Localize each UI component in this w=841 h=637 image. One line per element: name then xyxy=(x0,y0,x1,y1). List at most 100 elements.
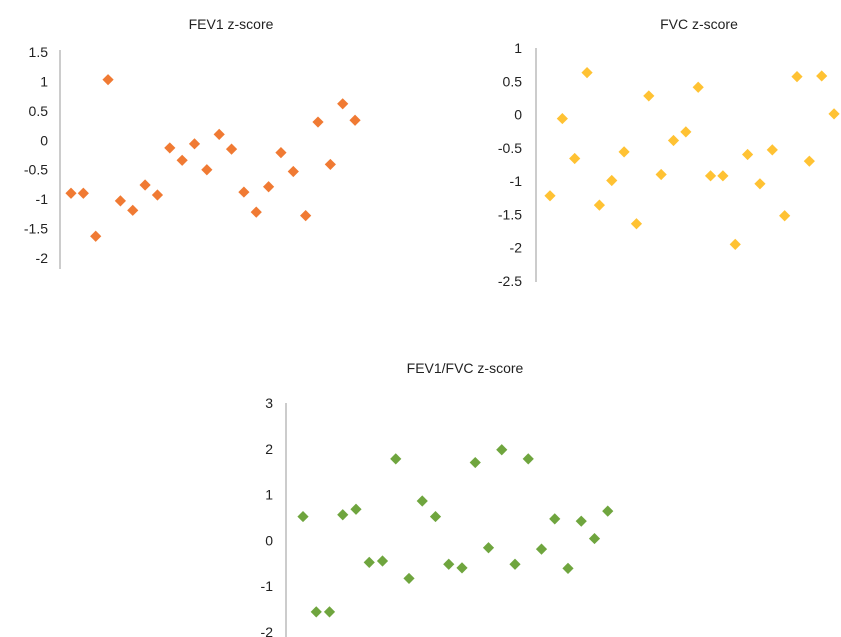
data-point-fev1 xyxy=(188,138,201,150)
y-ticks-fev1-fvc: 3 2 1 0 -1 -2 xyxy=(261,395,274,637)
points-fvc xyxy=(544,67,840,250)
data-point-fvc xyxy=(667,134,680,147)
data-point-fev1 xyxy=(65,187,77,199)
data-point-fvc xyxy=(606,174,618,187)
data-point-fvc xyxy=(816,70,828,82)
data-point-fev1-fvc xyxy=(376,555,389,567)
data-point-fvc xyxy=(618,146,630,158)
y-tick-label-fvc: -1.5 xyxy=(498,206,522,222)
y-tick-label-fev1: -2 xyxy=(36,250,49,266)
data-point-fev1-fvc xyxy=(456,562,468,574)
data-point-fev1 xyxy=(90,230,102,242)
data-point-fev1 xyxy=(324,158,336,171)
data-point-fev1-fvc xyxy=(323,606,336,618)
data-point-fev1 xyxy=(225,143,238,155)
data-point-fev1 xyxy=(114,195,126,207)
y-tick-label-fev1-fvc: 2 xyxy=(265,441,273,457)
data-point-fev1 xyxy=(349,114,361,126)
y-tick-label-fvc: -2.5 xyxy=(498,273,522,289)
chart-fev1: FEV1 z-score 1.5 1 0.5 0 -0.5 -1 -1.5 -2 xyxy=(24,16,361,269)
data-point-fvc xyxy=(704,170,717,182)
data-point-fvc xyxy=(544,190,556,202)
data-point-fvc xyxy=(593,199,605,211)
data-point-fev1-fvc xyxy=(416,495,428,507)
y-tick-label-fev1-fvc: -1 xyxy=(261,578,274,594)
data-point-fvc xyxy=(791,71,803,83)
data-point-fev1 xyxy=(250,206,262,218)
y-tick-label-fev1: -0.5 xyxy=(24,162,48,178)
data-point-fev1-fvc xyxy=(469,456,481,469)
data-point-fvc xyxy=(717,170,729,182)
data-point-fvc xyxy=(630,218,643,230)
data-point-fev1-fvc xyxy=(509,558,521,570)
data-point-fev1 xyxy=(238,186,250,198)
y-tick-label-fev1: -1.5 xyxy=(24,221,48,237)
chart-fev1-fvc: FEV1/FVC z-score 3 2 1 0 -1 -2 xyxy=(261,360,614,637)
data-point-fev1-fvc xyxy=(549,513,561,525)
data-point-fvc xyxy=(742,148,754,161)
y-ticks-fvc: 1 0.5 0 -0.5 -1 -1.5 -2 -2.5 xyxy=(498,40,522,289)
y-tick-label-fev1-fvc: 0 xyxy=(265,532,273,548)
data-point-fev1 xyxy=(127,204,139,216)
data-point-fev1-fvc xyxy=(522,453,534,465)
data-point-fev1-fvc xyxy=(562,562,574,574)
chart-title-fvc: FVC z-score xyxy=(660,16,738,32)
data-point-fvc xyxy=(680,126,692,138)
data-point-fev1-fvc xyxy=(602,505,614,517)
y-tick-label-fvc: -0.5 xyxy=(498,140,522,156)
data-point-fev1 xyxy=(263,181,275,193)
data-point-fev1-fvc xyxy=(535,543,548,555)
data-point-fev1 xyxy=(213,128,225,140)
data-point-fvc xyxy=(779,210,791,222)
y-tick-label-fvc: -1 xyxy=(510,173,523,189)
chart-title-fev1: FEV1 z-score xyxy=(189,16,274,32)
data-point-fvc xyxy=(655,168,667,181)
data-point-fev1 xyxy=(151,189,164,201)
data-point-fev1-fvc xyxy=(297,510,309,523)
data-point-fev1 xyxy=(337,98,349,110)
data-point-fvc xyxy=(828,108,840,120)
chart-title-fev1-fvc: FEV1/FVC z-score xyxy=(407,360,524,376)
data-point-fev1 xyxy=(176,154,188,166)
data-point-fev1-fvc xyxy=(403,572,415,585)
data-point-fev1 xyxy=(287,165,299,178)
data-point-fev1-fvc xyxy=(350,503,362,515)
y-tick-label-fvc: 1 xyxy=(514,40,522,56)
data-point-fev1 xyxy=(139,179,151,191)
y-tick-label-fev1: 1 xyxy=(40,73,48,89)
data-point-fev1-fvc xyxy=(337,509,349,521)
data-point-fev1-fvc xyxy=(575,515,587,527)
data-point-fvc xyxy=(766,144,778,156)
data-point-fev1 xyxy=(164,142,176,154)
y-tick-label-fvc: -2 xyxy=(510,240,523,256)
data-point-fev1 xyxy=(201,164,213,176)
y-tick-label-fev1-fvc: -2 xyxy=(261,624,274,637)
data-point-fev1-fvc xyxy=(482,542,495,554)
data-point-fev1 xyxy=(275,147,287,159)
data-point-fev1-fvc xyxy=(496,444,508,456)
data-point-fev1-fvc xyxy=(429,510,442,523)
data-point-fev1-fvc xyxy=(363,556,375,568)
y-tick-label-fvc: 0.5 xyxy=(503,73,523,89)
data-point-fev1-fvc xyxy=(310,606,322,618)
y-tick-label-fev1: -1 xyxy=(36,191,49,207)
data-point-fvc xyxy=(643,90,655,102)
y-tick-label-fev1: 0.5 xyxy=(29,103,49,119)
y-ticks-fev1: 1.5 1 0.5 0 -0.5 -1 -1.5 -2 xyxy=(24,44,48,266)
data-point-fvc xyxy=(692,81,704,93)
points-fev1-fvc xyxy=(297,444,614,618)
y-tick-label-fev1: 1.5 xyxy=(29,44,49,60)
data-point-fev1-fvc xyxy=(588,532,601,545)
data-point-fvc xyxy=(803,155,815,167)
data-point-fvc xyxy=(556,112,568,125)
data-point-fev1-fvc xyxy=(443,558,455,570)
data-point-fev1 xyxy=(312,116,324,128)
data-point-fev1 xyxy=(77,187,89,199)
data-point-fev1-fvc xyxy=(390,453,402,465)
y-tick-label-fvc: 0 xyxy=(514,107,522,123)
data-point-fvc xyxy=(581,67,593,79)
data-point-fev1 xyxy=(300,210,312,222)
data-point-fvc xyxy=(729,238,741,250)
chart-fvc: FVC z-score 1 0.5 0 -0.5 -1 -1.5 -2 -2.5 xyxy=(498,16,840,289)
